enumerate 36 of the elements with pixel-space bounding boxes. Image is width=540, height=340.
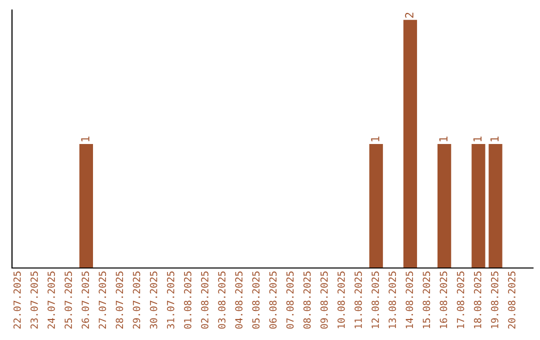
x-tick-label: 05.08.2025 bbox=[252, 272, 260, 329]
x-tick-label: 27.07.2025 bbox=[98, 272, 106, 329]
data-label: 1 bbox=[81, 136, 90, 142]
x-tick-label: 12.08.2025 bbox=[372, 272, 379, 328]
x-tick-label: 25.07.2025 bbox=[64, 272, 72, 329]
data-label: 1 bbox=[439, 136, 448, 142]
x-tick-label: 13.08.2025 bbox=[388, 272, 396, 328]
x-tick-label: 19.08.2025 bbox=[490, 272, 498, 328]
x-tick-label: 16.08.2025 bbox=[440, 272, 448, 328]
x-tick-label: 20.08.2025 bbox=[508, 272, 516, 329]
data-label: 1 bbox=[490, 136, 499, 142]
data-label: 2 bbox=[405, 12, 414, 18]
x-tick-label: 08.08.2025 bbox=[303, 272, 311, 329]
x-tick-label: 14.08.2025 bbox=[406, 272, 414, 328]
x-tick-label: 15.08.2025 bbox=[422, 272, 430, 328]
x-tick-label: 11.08.2025 bbox=[354, 272, 362, 328]
x-tick-label: 23.07.2025 bbox=[30, 272, 38, 329]
x-tick-label: 02.08.2025 bbox=[201, 272, 208, 329]
x-tick-label: 26.07.2025 bbox=[82, 272, 90, 329]
data-label: 1 bbox=[371, 136, 380, 142]
x-tick-label: 03.08.2025 bbox=[218, 272, 226, 329]
x-tick-label: 17.08.2025 bbox=[456, 272, 464, 328]
x-tick-label: 31.07.2025 bbox=[166, 272, 174, 329]
x-tick-label: 30.07.2025 bbox=[150, 272, 158, 329]
x-tick-label: 09.08.2025 bbox=[320, 272, 328, 329]
x-tick-label: 10.08.2025 bbox=[337, 272, 345, 328]
x-tick-label: 28.07.2025 bbox=[116, 272, 124, 329]
data-label: 1 bbox=[473, 136, 482, 142]
x-tick-label: 06.08.2025 bbox=[269, 272, 277, 329]
x-tick-label: 01.08.2025 bbox=[184, 272, 192, 329]
x-tick-label: 18.08.2025 bbox=[474, 272, 482, 328]
x-tick-label: 29.07.2025 bbox=[132, 272, 140, 329]
x-tick-label: 22.07.2025 bbox=[13, 272, 21, 329]
x-tick-label: 24.07.2025 bbox=[48, 272, 55, 329]
x-tick-label: 04.08.2025 bbox=[235, 272, 243, 329]
x-tick-label: 07.08.2025 bbox=[286, 272, 294, 329]
